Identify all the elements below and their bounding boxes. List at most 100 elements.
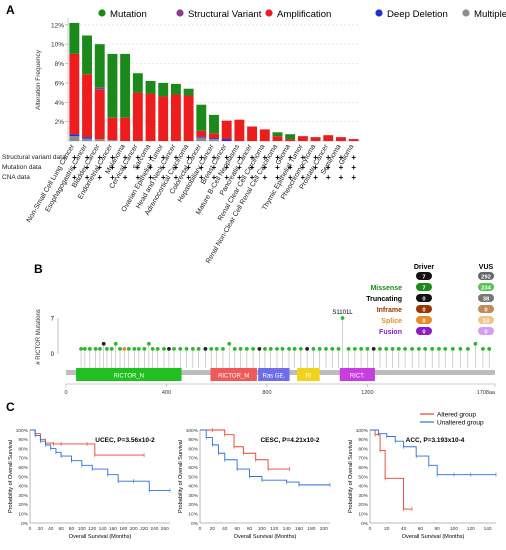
row-mark: + — [313, 173, 318, 182]
bar-segment — [323, 135, 334, 141]
bar-segment — [82, 74, 92, 138]
row-mark: + — [161, 153, 166, 162]
row-mark: + — [148, 153, 153, 162]
row-mark: + — [301, 173, 306, 182]
x-tick-label: 160 — [109, 526, 117, 532]
count-value: 0 — [484, 330, 487, 336]
row-mark: + — [250, 173, 255, 182]
row-mark: + — [97, 163, 102, 172]
y-tick-label: 20% — [18, 502, 28, 508]
count-value: 13 — [483, 319, 490, 325]
x-tick-label: 40 — [48, 526, 54, 532]
count-badge — [416, 283, 432, 291]
y-tick-label: 60% — [18, 465, 28, 471]
count-value: 7 — [422, 286, 425, 292]
mutation-type-label: Inframe — [377, 307, 402, 314]
legend-swatch — [265, 9, 273, 17]
km-plot-ucec: 0% 10% 20% 30% 40% 50% 60% 70% 80% 90% 100% 0 20 40 60… — [8, 428, 171, 540]
bar-segment — [145, 93, 156, 141]
row-mark: + — [313, 153, 318, 162]
count-badge — [416, 272, 432, 280]
bar-segment — [94, 139, 105, 141]
row-mark: + — [301, 153, 306, 162]
row-mark: + — [224, 163, 229, 172]
row-mark: + — [186, 173, 191, 182]
bar-segment — [82, 138, 92, 141]
y-tick-label: 0% — [191, 521, 199, 527]
x-tick-label: 200 — [130, 526, 138, 532]
plot-title: CESC, P=4.21x10-2 — [260, 437, 319, 444]
bar-segment — [145, 80, 156, 94]
y-tick-label: 90% — [188, 437, 198, 443]
plot-title: ACC, P=3.193x10-4 — [406, 437, 465, 444]
lollipop-head — [481, 346, 485, 351]
row-mark: + — [199, 173, 204, 182]
y-tick-label: 0% — [21, 521, 29, 527]
y-tick-label: 0 — [51, 352, 55, 358]
x-tick-label: 20 — [384, 526, 390, 532]
x-tick-label: 260 — [161, 526, 169, 532]
km-plot-cesc: 0% 10% 20% 30% 40% 50% 60% 70% 80% 90% 100% 0 20 40 60… — [178, 428, 331, 540]
row-mark: + — [351, 163, 356, 172]
hotspot-label: S1101L — [332, 310, 353, 316]
x-tick-label: 40 — [222, 526, 228, 532]
mutation-type-label: Truncating — [366, 296, 402, 303]
lollipop-head — [336, 346, 341, 351]
y-tick-label: 10% — [188, 512, 198, 518]
legend-label: Amplification — [277, 9, 331, 20]
y-tick-label: 60% — [358, 465, 368, 471]
count-value: 292 — [481, 275, 491, 281]
lollipop-head — [410, 346, 415, 351]
domain-label: Ras GE. — [263, 374, 286, 380]
bar-segment — [107, 117, 118, 141]
row-mark: + — [161, 173, 166, 182]
x-tick-label: 60 — [234, 526, 240, 532]
domain-label: RI — [305, 374, 311, 380]
count-badge — [416, 316, 432, 324]
bar-segment — [170, 83, 181, 95]
lollipop-head — [317, 346, 322, 351]
y-tick-label: 10% — [358, 512, 368, 518]
y-tick-label: 8% — [55, 61, 65, 68]
lollipop-head — [93, 346, 98, 351]
lollipop-head — [105, 346, 109, 351]
bar-segment — [259, 129, 270, 141]
lollipop-head — [227, 341, 232, 346]
lollipop-head — [244, 346, 249, 351]
lollipop-head — [172, 346, 176, 351]
bar-segment — [107, 140, 118, 141]
row-label: Structural variant data — [2, 154, 66, 161]
row-mark: + — [97, 153, 102, 162]
count-badge — [478, 283, 494, 291]
row-mark: + — [85, 173, 90, 182]
count-badge — [478, 272, 494, 280]
bar-segment — [107, 53, 118, 118]
bar-segment — [221, 120, 232, 140]
bar-segment — [69, 134, 80, 137]
bar-segment — [82, 137, 92, 139]
lollipop-head — [146, 341, 151, 346]
row-mark: + — [85, 153, 90, 162]
lollipop-head — [87, 346, 92, 351]
alteration-frequency-chart: 2%4%6%8%10%12%Alteration FrequencyNon-Sm… — [26, 18, 360, 265]
y-axis-label: Probability of Overall Survival — [348, 440, 354, 513]
y-tick-label: 70% — [188, 456, 198, 462]
lollipop-head — [330, 346, 335, 351]
row-mark: + — [339, 163, 344, 172]
x-tick-label: 80 — [69, 526, 75, 532]
y-tick-label: 10% — [18, 512, 28, 518]
lollipop-head — [209, 346, 214, 351]
x-tick-label: 220 — [140, 526, 148, 532]
survival-curve — [30, 429, 145, 456]
count-badge — [416, 294, 432, 302]
row-mark: + — [199, 153, 204, 162]
bar-segment — [170, 94, 181, 141]
y-tick-label: 80% — [358, 446, 368, 452]
row-mark: + — [72, 153, 77, 162]
bar-segment — [209, 114, 219, 134]
bar-segment — [247, 126, 258, 141]
row-mark: + — [351, 173, 356, 182]
lollipop-head — [113, 341, 118, 346]
legend-label: Altered group — [437, 412, 476, 419]
